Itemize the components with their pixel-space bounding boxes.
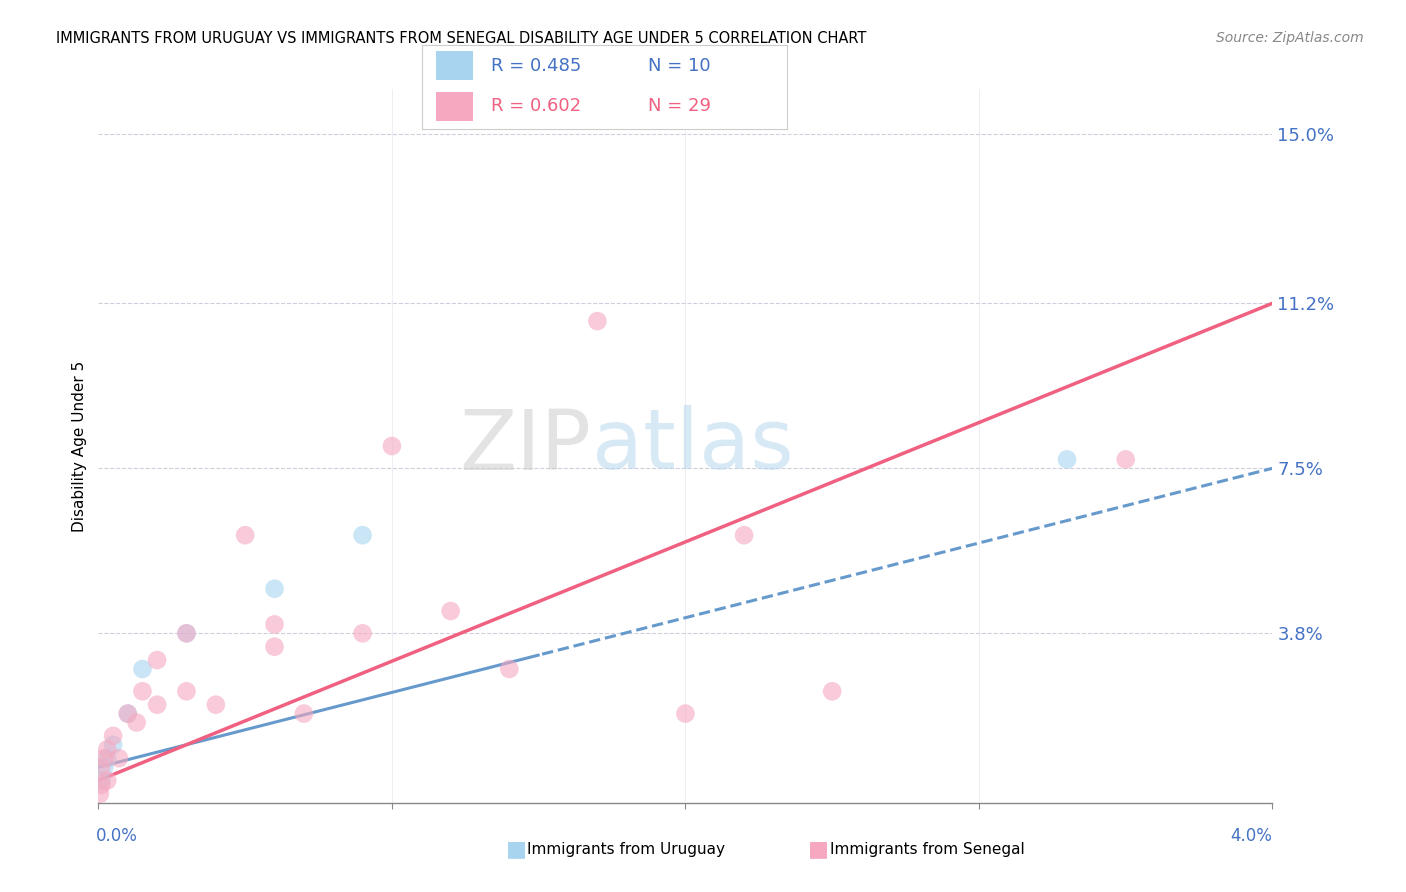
Point	[146, 653, 169, 667]
Point	[675, 706, 697, 721]
Point	[93, 751, 115, 765]
Text: 4.0%: 4.0%	[1230, 827, 1272, 845]
Point	[292, 706, 315, 721]
Point	[125, 715, 148, 730]
Text: atlas: atlas	[592, 406, 793, 486]
Y-axis label: Disability Age Under 5: Disability Age Under 5	[72, 360, 87, 532]
Point	[146, 698, 169, 712]
Text: Immigrants from Uruguay: Immigrants from Uruguay	[527, 842, 725, 856]
Point	[101, 738, 124, 752]
Point	[381, 439, 404, 453]
Point	[1056, 452, 1078, 467]
FancyBboxPatch shape	[436, 92, 472, 120]
Text: R = 0.602: R = 0.602	[491, 97, 582, 115]
Point	[352, 626, 374, 640]
Text: Source: ZipAtlas.com: Source: ZipAtlas.com	[1216, 31, 1364, 45]
Point	[205, 698, 228, 712]
Point	[90, 778, 112, 792]
Text: Immigrants from Senegal: Immigrants from Senegal	[830, 842, 1025, 856]
Point	[176, 626, 198, 640]
Text: IMMIGRANTS FROM URUGUAY VS IMMIGRANTS FROM SENEGAL DISABILITY AGE UNDER 5 CORREL: IMMIGRANTS FROM URUGUAY VS IMMIGRANTS FR…	[56, 31, 866, 46]
Point	[176, 684, 198, 698]
Point	[101, 729, 124, 743]
Text: ■: ■	[808, 839, 830, 859]
Point	[263, 582, 285, 596]
Point	[733, 528, 755, 542]
Point	[117, 706, 139, 721]
Text: 0.0%: 0.0%	[96, 827, 138, 845]
Point	[440, 604, 463, 618]
Point	[96, 742, 118, 756]
Text: ZIP: ZIP	[460, 406, 592, 486]
Point	[131, 684, 153, 698]
Point	[108, 751, 131, 765]
Point	[89, 787, 111, 801]
Point	[821, 684, 844, 698]
Point	[263, 640, 285, 654]
Point	[263, 617, 285, 632]
Point	[233, 528, 256, 542]
Point	[352, 528, 374, 542]
Point	[96, 773, 118, 788]
Text: R = 0.485: R = 0.485	[491, 57, 582, 75]
Point	[117, 706, 139, 721]
Point	[586, 314, 609, 328]
Point	[90, 773, 112, 788]
Text: ■: ■	[506, 839, 527, 859]
Point	[498, 662, 520, 676]
Point	[1115, 452, 1137, 467]
Point	[96, 751, 118, 765]
Point	[131, 662, 153, 676]
Text: N = 10: N = 10	[648, 57, 711, 75]
Point	[90, 760, 112, 774]
Point	[93, 760, 115, 774]
Text: N = 29: N = 29	[648, 97, 711, 115]
FancyBboxPatch shape	[436, 52, 472, 80]
Point	[176, 626, 198, 640]
